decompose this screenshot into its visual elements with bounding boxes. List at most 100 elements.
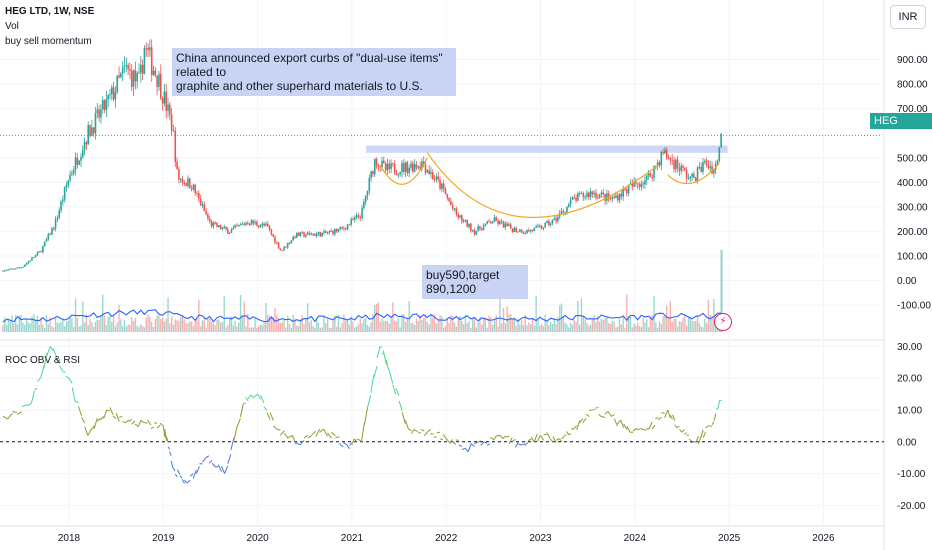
indicator-segment — [279, 430, 285, 436]
volume-bar — [268, 315, 271, 332]
volume-bar — [593, 314, 595, 332]
legend-buy-sell-momentum[interactable]: buy sell momentum — [5, 36, 92, 47]
candle-body — [422, 161, 425, 165]
price-tick-label: 100.00 — [897, 251, 928, 262]
china-note-line-2: graphite and other superhard materials t… — [176, 79, 423, 93]
current-price-tag[interactable]: HEG 591.25 — [870, 113, 932, 143]
volume-bar — [5, 324, 8, 332]
volume-bar — [464, 314, 467, 332]
candle-body — [586, 192, 588, 197]
legend-volume[interactable]: Vol — [5, 21, 19, 32]
candle-body — [653, 166, 655, 179]
volume-bar — [676, 326, 679, 332]
candle-body — [622, 189, 624, 197]
volume-bar — [486, 327, 488, 332]
x-tick-label: 2026 — [812, 533, 835, 544]
indicator-segment — [524, 442, 529, 447]
candle-body — [254, 221, 256, 224]
candle-body — [83, 142, 86, 150]
indicator-segment — [552, 436, 557, 444]
candle-body — [277, 242, 280, 249]
indicator-segment — [319, 428, 324, 433]
volume-bar — [47, 324, 50, 332]
candle-body — [388, 163, 391, 169]
volume-bar — [424, 314, 427, 332]
volume-bar — [638, 326, 641, 332]
indicator-segment — [536, 435, 541, 442]
volume-bar — [187, 323, 189, 332]
candle-body — [519, 229, 521, 232]
volume-bar — [629, 317, 632, 332]
volume-bar — [687, 317, 690, 332]
volume-bar — [247, 314, 249, 332]
indicator-segment — [109, 407, 114, 415]
candle-body — [51, 228, 53, 235]
candle-body — [573, 197, 576, 199]
volume-bar — [25, 319, 28, 332]
volume-bar — [658, 321, 661, 332]
x-tick-label: 2023 — [529, 533, 552, 544]
volume-bar — [147, 314, 149, 332]
indicator-segment — [103, 409, 108, 419]
candle-body — [352, 219, 354, 221]
candle-body — [439, 179, 441, 189]
candle-body — [232, 227, 235, 230]
candle-body — [33, 257, 35, 259]
candle-body — [665, 149, 668, 158]
indicator-segment — [169, 451, 172, 456]
volume-bar — [700, 326, 702, 332]
volume-ma-line — [2, 309, 722, 323]
indicator-segment — [230, 437, 235, 451]
indicator-segment — [311, 431, 317, 436]
candle-body — [52, 228, 55, 230]
volume-bar — [24, 324, 26, 332]
volume-bar — [551, 324, 554, 332]
candle-body — [444, 189, 447, 195]
volume-bar — [330, 327, 332, 332]
candle-body — [508, 224, 510, 227]
candle-body — [538, 225, 541, 227]
currency-selector[interactable]: INR — [890, 5, 926, 29]
price-tick-label: 200.00 — [897, 227, 928, 238]
volume-bar — [281, 322, 283, 332]
target-note[interactable]: buy590,target 890,1200 — [422, 265, 528, 299]
volume-bar — [375, 304, 378, 332]
candle-body — [399, 172, 401, 175]
candle-body — [584, 196, 586, 198]
candle-body — [136, 72, 138, 82]
volume-bar — [214, 325, 216, 332]
candle-body — [219, 225, 222, 230]
volume-bar — [506, 306, 508, 332]
volume-bar — [357, 324, 360, 332]
indicator-segment — [192, 469, 197, 479]
candle-body — [531, 229, 534, 231]
indicator-segment — [672, 414, 676, 421]
indicator-segment — [427, 428, 431, 433]
candle-body — [457, 214, 459, 218]
indicator-segment — [713, 413, 717, 421]
volume-bar — [484, 317, 487, 332]
x-tick-label: 2025 — [718, 533, 741, 544]
indicator-segment — [30, 390, 35, 404]
lightning-icon[interactable]: ⚡ — [714, 313, 732, 331]
candle-body — [239, 224, 242, 226]
volume-bar — [83, 322, 86, 332]
volume-bar — [684, 315, 686, 332]
volume-bar — [80, 325, 82, 332]
candle-body — [491, 221, 494, 224]
volume-bar — [609, 323, 612, 332]
symbol-title[interactable]: HEG LTD, 1W, NSE — [5, 6, 95, 17]
volume-bar — [549, 321, 552, 332]
volume-bar — [682, 317, 684, 332]
indicator-segment — [514, 441, 519, 448]
legend-roc-obv-rsi[interactable]: ROC OBV & RSI — [5, 355, 81, 366]
volume-bar — [553, 318, 555, 332]
volume-bar — [546, 321, 548, 332]
volume-bar — [301, 314, 303, 332]
volume-bar — [36, 315, 39, 332]
candle-body — [178, 168, 180, 180]
indicator-tick-label: 30.00 — [897, 342, 922, 353]
china-export-note[interactable]: China announced export curbs of "dual-us… — [172, 48, 456, 96]
volume-bar — [669, 300, 672, 332]
price-candles — [2, 39, 722, 272]
